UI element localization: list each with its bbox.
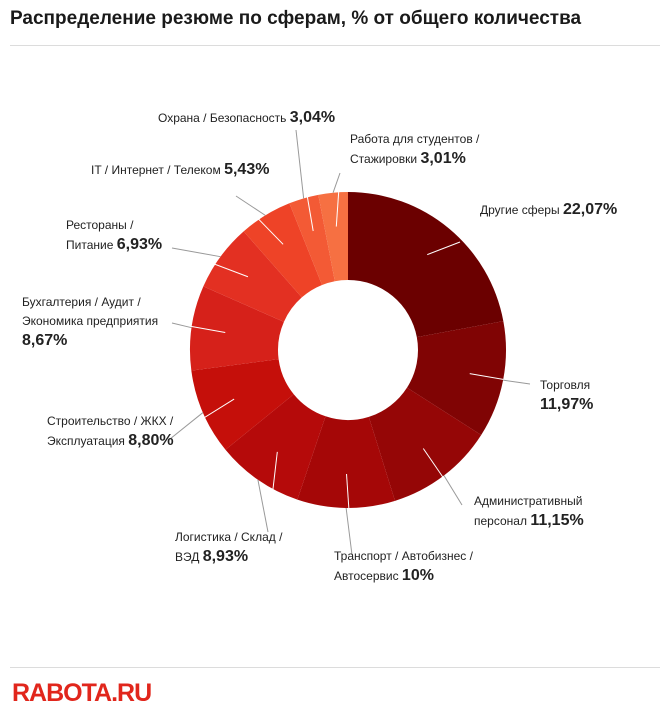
label-other-spheres: Другие сферы 22,07% xyxy=(480,200,617,220)
label-transport: Транспорт / Автобизнес / Автосервис 10% xyxy=(334,547,473,586)
label-text-1: Административный xyxy=(474,494,583,508)
leader-line-outer xyxy=(443,475,463,506)
label-percent: 11,97% xyxy=(540,396,594,413)
leader-line xyxy=(169,398,235,440)
label-text: Торговля xyxy=(540,378,591,392)
label-text: Охрана / Безопасность xyxy=(158,111,287,125)
label-text: Другие сферы xyxy=(480,203,560,217)
label-text-2: Питание xyxy=(66,238,114,252)
label-admin-staff: Административный персонал 11,15% xyxy=(474,492,584,531)
label-logistics: Логистика / Склад / ВЭД 8,93% xyxy=(175,528,282,567)
label-percent: 8,80% xyxy=(128,432,174,449)
leader-line-outer xyxy=(295,129,305,199)
leader-line-outer xyxy=(332,172,341,193)
label-restaurants: Рестораны / Питание 6,93% xyxy=(66,216,162,255)
donut-slice xyxy=(407,321,507,435)
label-percent: 5,43% xyxy=(224,161,270,178)
label-percent: 3,04% xyxy=(289,109,336,126)
donut-slice xyxy=(289,194,335,285)
label-students: Работа для студентов / Стажировки 3,01% xyxy=(350,130,479,169)
donut-slice xyxy=(225,394,326,500)
label-text-2: Эксплуатация xyxy=(47,434,125,448)
label-trade: Торговля 11,97% xyxy=(540,376,593,414)
label-text-2: персонал xyxy=(474,514,527,528)
leader-line xyxy=(427,241,461,256)
donut-slice xyxy=(190,286,284,371)
label-percent: 10% xyxy=(401,567,434,584)
rabota-logo: RABOTA.RU xyxy=(12,679,152,707)
leader-line-outer xyxy=(345,507,353,556)
leader-line xyxy=(171,322,226,333)
leader-line-outer xyxy=(503,379,531,385)
donut-slice xyxy=(203,231,302,322)
leader-line-outer xyxy=(171,247,221,258)
leader-line xyxy=(346,473,353,556)
top-divider xyxy=(10,45,660,46)
leader-line xyxy=(295,129,314,232)
leader-line xyxy=(335,172,341,227)
leader-line xyxy=(422,448,463,506)
label-text-1: Строительство / ЖКХ / xyxy=(47,414,174,428)
leader-line-outer xyxy=(171,322,192,329)
label-text-1: Рестораны / xyxy=(66,218,134,232)
label-text-1: Бухгалтерия / Аудит / xyxy=(22,295,141,309)
leader-line-outer xyxy=(257,479,269,533)
donut-slice xyxy=(243,203,323,298)
leader-line-outer xyxy=(235,195,266,216)
chart-title: Распределение резюме по сферам, % от общ… xyxy=(10,8,582,29)
label-percent: 11,15% xyxy=(530,512,584,529)
label-accounting: Бухгалтерия / Аудит / Экономика предприя… xyxy=(22,293,158,350)
label-text-1: Транспорт / Автобизнес / xyxy=(334,549,473,563)
donut-slice xyxy=(297,416,396,508)
label-text-1: Работа для студентов / xyxy=(350,132,480,146)
donut-slice xyxy=(191,359,294,450)
label-construction: Строительство / ЖКХ / Эксплуатация 8,80% xyxy=(47,412,174,451)
leader-line xyxy=(171,247,249,278)
label-text-2: ВЭД xyxy=(175,550,200,564)
label-text-2: Экономика предприятия xyxy=(22,314,159,328)
label-text-2: Автосервис xyxy=(334,569,399,583)
donut-slice xyxy=(348,192,504,338)
donut-chart xyxy=(169,129,531,556)
leader-line xyxy=(235,195,284,245)
label-security: Охрана / Безопасность 3,04% xyxy=(158,108,335,128)
leader-line-outer xyxy=(169,412,204,440)
bottom-divider xyxy=(10,667,660,668)
label-percent: 6,93% xyxy=(116,236,163,253)
label-text-2: Стажировки xyxy=(350,152,418,166)
leader-line xyxy=(267,451,278,533)
label-percent: 8,93% xyxy=(202,548,249,565)
label-percent: 3,01% xyxy=(420,150,466,167)
label-it: IT / Интернет / Телеком 5,43% xyxy=(91,160,269,180)
label-text: IT / Интернет / Телеком xyxy=(91,163,221,177)
donut-slice xyxy=(368,387,482,501)
label-percent: 8,67% xyxy=(22,332,68,349)
label-percent: 22,07% xyxy=(562,201,618,218)
donut-slice xyxy=(318,192,348,282)
label-text-1: Логистика / Склад / xyxy=(175,530,283,544)
